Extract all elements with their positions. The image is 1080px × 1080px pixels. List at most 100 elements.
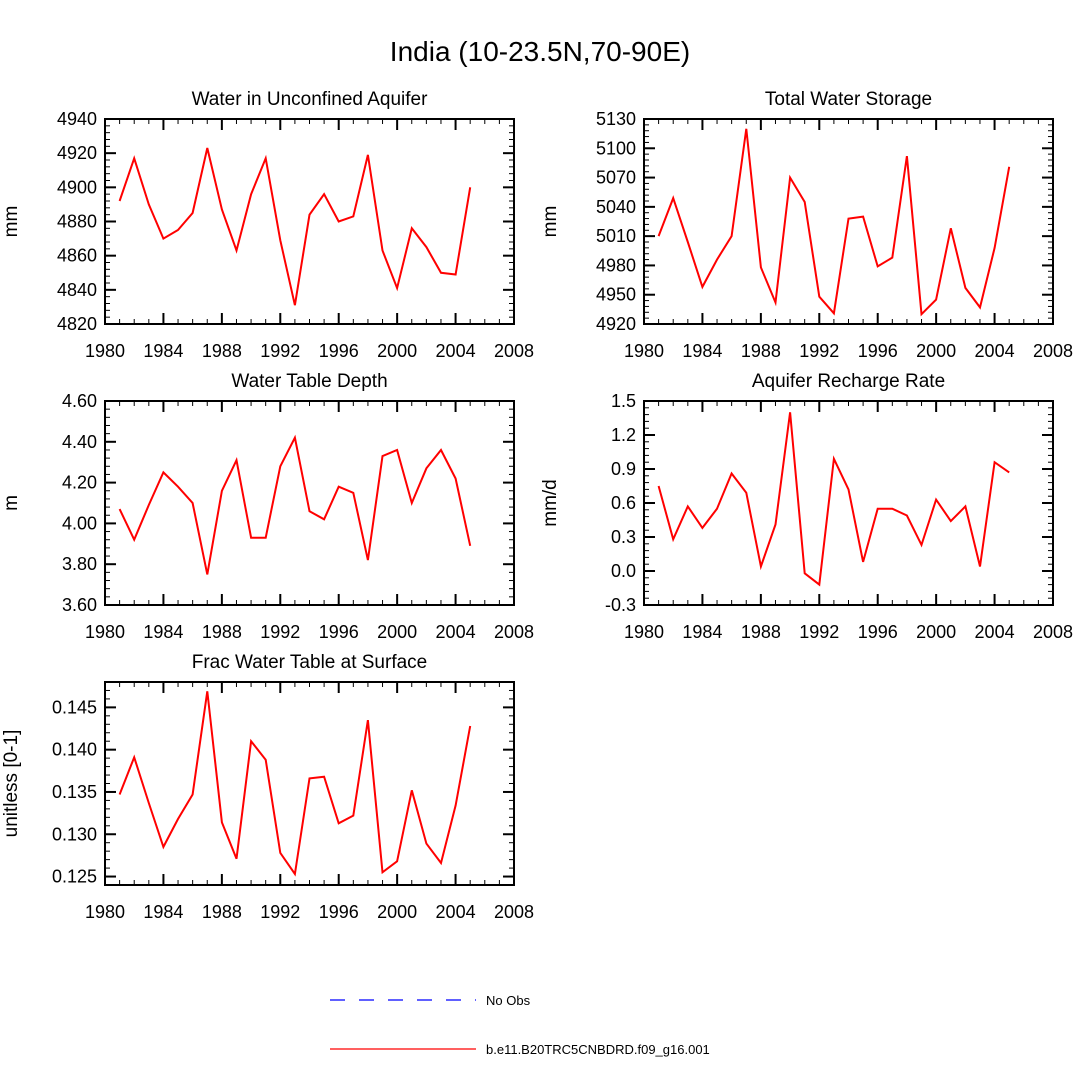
legend-label: b.e11.B20TRC5CNBDRD.f09_g16.001: [486, 1042, 710, 1057]
figure-title: India (10-23.5N,70-90E): [389, 36, 691, 67]
y-tick-label: -0.3: [605, 595, 636, 615]
series-line-model: [118, 434, 472, 575]
x-tick-label: 1984: [143, 341, 183, 361]
y-tick-label: 5100: [596, 138, 636, 158]
x-tick-label: 2000: [377, 622, 417, 642]
panel-3: Water Table Depth 1980 1984 1988 1992 1996 200…: [1, 371, 534, 642]
x-tick-label: 1988: [741, 341, 781, 361]
series-line-model: [118, 147, 472, 306]
y-axis-label: unitless [0-1]: [1, 730, 22, 838]
x-tick-label: 1984: [143, 622, 183, 642]
y-tick-label: 0.3: [611, 527, 636, 547]
y-tick-label: 4820: [57, 314, 97, 334]
x-tick-label: 1988: [202, 902, 242, 922]
panel-2: Total Water Storage 1980 1984 1988 1992 1996 2…: [540, 89, 1073, 361]
x-tick-label: 2000: [377, 341, 417, 361]
y-tick-label: 5010: [596, 226, 636, 246]
x-tick-label: 2004: [975, 341, 1015, 361]
panel-title: Water Table Depth: [231, 371, 387, 392]
x-tick-label: 2000: [916, 341, 956, 361]
series-line-model: [657, 412, 1010, 587]
y-tick-label: 4.40: [62, 432, 97, 452]
y-axis-label: mm: [1, 206, 22, 238]
y-tick-label: 0.6: [611, 493, 636, 513]
y-tick-label: 4840: [57, 280, 97, 300]
panel-4: Aquifer Recharge Rate 1980 1984 1988 1992 199…: [540, 371, 1073, 642]
panel-title: Total Water Storage: [765, 89, 932, 110]
x-tick-label: 1996: [319, 902, 359, 922]
x-tick-label: 2008: [1033, 622, 1073, 642]
y-tick-label: 0.130: [52, 824, 97, 844]
y-tick-label: 4940: [57, 109, 97, 129]
y-tick-label: 0.125: [52, 867, 97, 887]
x-tick-label: 1992: [799, 341, 839, 361]
x-tick-label: 1992: [799, 622, 839, 642]
x-tick-label: 1992: [260, 341, 300, 361]
x-tick-label: 1984: [143, 902, 183, 922]
y-tick-label: 0.9: [611, 459, 636, 479]
x-tick-label: 2004: [975, 622, 1015, 642]
y-axis-label: mm: [540, 206, 561, 238]
legend: No Obs b.e11.B20TRC5CNBDRD.f09_g16.001: [330, 993, 710, 1057]
y-tick-label: 0.135: [52, 782, 97, 802]
x-tick-label: 2004: [436, 622, 476, 642]
y-tick-label: 5040: [596, 197, 636, 217]
x-tick-label: 1988: [202, 622, 242, 642]
y-tick-label: 3.80: [62, 554, 97, 574]
x-tick-label: 1980: [85, 902, 125, 922]
x-tick-label: 2008: [494, 902, 534, 922]
x-tick-label: 1984: [682, 341, 722, 361]
y-tick-label: 0.140: [52, 740, 97, 760]
series-line-model: [118, 691, 472, 877]
plot-frame: [643, 400, 1054, 606]
y-tick-label: 0.145: [52, 697, 97, 717]
panel-5: Frac Water Table at Surface 1980 1984 1988 1…: [1, 652, 534, 922]
x-tick-label: 2008: [494, 341, 534, 361]
y-tick-label: 4980: [596, 255, 636, 275]
x-tick-label: 2008: [494, 622, 534, 642]
panel-title: Water in Unconfined Aquifer: [192, 89, 429, 110]
y-tick-label: 0.0: [611, 561, 636, 581]
x-tick-label: 2004: [436, 341, 476, 361]
legend-label: No Obs: [486, 993, 531, 1008]
x-tick-label: 1992: [260, 902, 300, 922]
y-tick-label: 4.00: [62, 513, 97, 533]
y-tick-label: 1.2: [611, 425, 636, 445]
plot-frame: [104, 118, 515, 325]
x-tick-label: 1980: [85, 341, 125, 361]
x-tick-label: 1996: [858, 341, 898, 361]
panel-title: Frac Water Table at Surface: [192, 652, 428, 673]
x-tick-label: 2008: [1033, 341, 1073, 361]
x-tick-label: 2000: [377, 902, 417, 922]
x-tick-label: 1980: [85, 622, 125, 642]
x-tick-label: 1980: [624, 341, 664, 361]
y-tick-label: 1.5: [611, 391, 636, 411]
y-axis-label: m: [1, 495, 22, 511]
plot-frame: [104, 400, 515, 606]
x-tick-label: 1988: [741, 622, 781, 642]
y-tick-label: 4.20: [62, 473, 97, 493]
x-tick-label: 1996: [858, 622, 898, 642]
y-tick-label: 4860: [57, 246, 97, 266]
panel-1: Water in Unconfined Aquifer 1980 1984 1988 1…: [1, 89, 534, 361]
x-tick-label: 1996: [319, 622, 359, 642]
y-tick-label: 4880: [57, 212, 97, 232]
y-axis-label: mm/d: [540, 479, 561, 527]
panel-title: Aquifer Recharge Rate: [752, 371, 945, 392]
y-tick-label: 4900: [57, 177, 97, 197]
y-tick-label: 3.60: [62, 595, 97, 615]
x-tick-label: 2004: [436, 902, 476, 922]
y-tick-label: 4920: [57, 143, 97, 163]
y-tick-label: 4950: [596, 285, 636, 305]
x-tick-label: 1992: [260, 622, 300, 642]
y-tick-label: 5130: [596, 109, 636, 129]
series-line-model: [657, 128, 1011, 317]
x-tick-label: 1988: [202, 341, 242, 361]
y-tick-label: 5070: [596, 168, 636, 188]
x-tick-label: 2000: [916, 622, 956, 642]
x-tick-label: 1984: [682, 622, 722, 642]
y-tick-label: 4920: [596, 314, 636, 334]
y-tick-label: 4.60: [62, 391, 97, 411]
x-tick-label: 1980: [624, 622, 664, 642]
